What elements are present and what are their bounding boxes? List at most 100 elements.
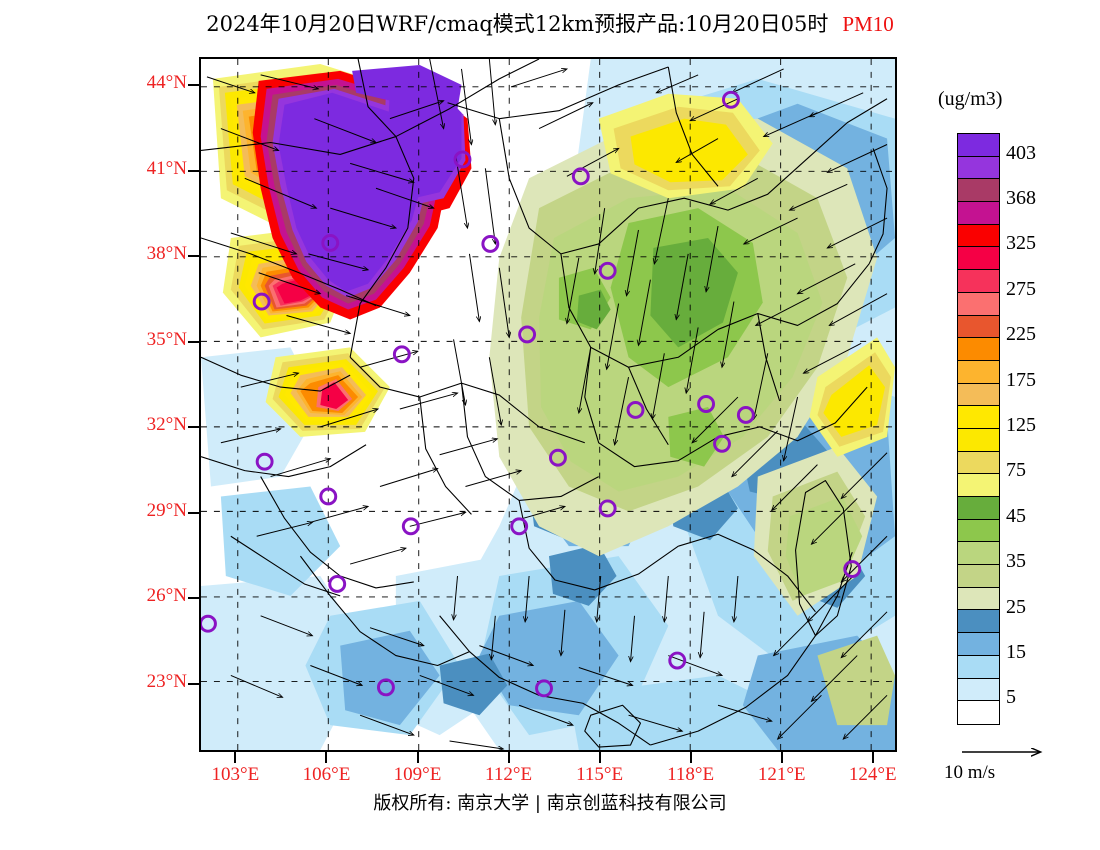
colorbar-swatch (958, 224, 999, 248)
city-marker[interactable] (201, 614, 217, 633)
page-title: 2024年10月20日WRF/cmaq模式12km预报产品:10月20日05时 P… (0, 8, 1100, 38)
city-marker[interactable] (510, 517, 529, 536)
lat-tick-label-23°N: 23°N (146, 670, 187, 692)
colorbar-swatch (958, 270, 999, 293)
city-marker[interactable] (626, 401, 645, 419)
peak-concentration-core (278, 64, 462, 292)
colorbar-swatch (958, 497, 999, 520)
colorbar-swatch (958, 678, 999, 702)
lat-tick-label-32°N: 32°N (146, 414, 187, 436)
lon-tick-mark (598, 752, 601, 763)
city-marker[interactable] (481, 234, 500, 253)
colorbar-swatch (958, 587, 999, 611)
lon-tick-mark (234, 752, 237, 763)
city-marker[interactable] (518, 325, 537, 344)
lat-tick-label-38°N: 38°N (146, 243, 187, 265)
city-marker[interactable] (321, 233, 340, 252)
wind-scale-legend: 10 m/s (944, 740, 1088, 790)
colorbar-swatch (958, 292, 999, 316)
colorbar-label-45: 45 (1006, 504, 1026, 527)
city-marker[interactable] (376, 678, 395, 697)
colorbar-label-75: 75 (1006, 459, 1026, 482)
city-marker[interactable] (535, 679, 553, 698)
lat-tick-mark (188, 426, 199, 429)
colorbar-swatch (958, 474, 999, 497)
city-marker[interactable] (401, 517, 420, 536)
colorbar-swatch (958, 315, 999, 339)
colorbar-label-403: 403 (1006, 141, 1036, 164)
lat-tick-label-44°N: 44°N (146, 72, 187, 94)
city-marker-group[interactable] (201, 90, 862, 698)
lat-tick-mark (188, 169, 199, 172)
lon-tick-mark (780, 752, 783, 763)
lat-tick-label-26°N: 26°N (146, 585, 187, 607)
colorbar-swatch (958, 451, 999, 475)
lat-tick-mark (188, 597, 199, 600)
colorbar-swatch (958, 406, 999, 429)
lon-tick-label-103°E: 103°E (211, 764, 260, 785)
lon-tick-mark (689, 752, 692, 763)
colorbar-swatch (958, 202, 999, 225)
lon-tick-mark (507, 752, 510, 763)
colorbar-swatch (958, 565, 999, 588)
city-marker[interactable] (697, 395, 716, 413)
city-marker[interactable] (328, 575, 347, 593)
lat-tick-mark (188, 255, 199, 258)
colorbar-swatch (958, 247, 999, 271)
city-marker[interactable] (252, 292, 271, 311)
lon-tick-mark (416, 752, 419, 763)
lat-tick-mark (188, 511, 199, 514)
colorbar-swatch (958, 610, 999, 634)
lon-tick-label-115°E: 115°E (576, 764, 624, 785)
colorbar-label-225: 225 (1006, 323, 1036, 346)
colorbar-label-175: 175 (1006, 368, 1036, 391)
colorbar-swatch (958, 655, 999, 679)
colorbar[interactable] (957, 133, 1000, 725)
lat-tick-label-41°N: 41°N (146, 157, 187, 179)
colorbar-swatch (958, 156, 999, 180)
city-marker[interactable] (548, 448, 567, 467)
lon-tick-label-106°E: 106°E (302, 764, 351, 785)
colorbar-label-5: 5 (1006, 686, 1016, 709)
city-marker[interactable] (713, 434, 731, 453)
city-marker[interactable] (736, 405, 755, 424)
city-marker[interactable] (453, 150, 472, 169)
title-main-text: 2024年10月20日WRF/cmaq模式12km预报产品:10月20日05时 (206, 12, 829, 36)
colorbar-swatch (958, 383, 999, 407)
copyright-footer: 版权所有: 南京大学 | 南京创蓝科技有限公司 (373, 793, 727, 814)
lat-tick-mark (188, 682, 199, 685)
lon-tick-label-124°E: 124°E (848, 764, 897, 785)
colorbar-unit-label: (ug/m3) (938, 88, 1003, 110)
city-marker[interactable] (721, 90, 740, 109)
map-plot-area[interactable] (199, 57, 897, 752)
city-marker[interactable] (571, 167, 590, 186)
pm10-concentration-map (201, 59, 895, 750)
wind-scale-label: 10 m/s (944, 762, 996, 783)
lat-tick-label-29°N: 29°N (146, 499, 187, 521)
city-marker[interactable] (255, 452, 274, 471)
city-marker[interactable] (598, 499, 617, 518)
colorbar-swatch (958, 519, 999, 543)
wind-scale-arrow-icon (962, 740, 1078, 764)
city-marker[interactable] (843, 560, 862, 578)
lat-tick-label-35°N: 35°N (146, 328, 187, 350)
colorbar-label-125: 125 (1006, 414, 1036, 436)
lat-tick-mark (188, 340, 199, 343)
city-marker[interactable] (668, 651, 687, 670)
city-marker[interactable] (598, 261, 617, 280)
title-species-text: PM10 (842, 12, 894, 36)
lon-tick-label-112°E: 112°E (485, 764, 533, 785)
colorbar-label-25: 25 (1006, 595, 1026, 618)
city-marker[interactable] (392, 345, 411, 364)
colorbar-swatch (958, 134, 999, 157)
colorbar-label-15: 15 (1006, 640, 1026, 663)
lon-tick-label-121°E: 121°E (757, 764, 806, 785)
city-marker[interactable] (319, 487, 338, 506)
lon-tick-label-109°E: 109°E (393, 764, 442, 785)
colorbar-swatch (958, 360, 999, 384)
lat-tick-mark (188, 84, 199, 87)
colorbar-swatch (958, 179, 999, 203)
colorbar-swatch (958, 428, 999, 452)
colorbar-swatch (958, 542, 999, 566)
colorbar-label-325: 325 (1006, 232, 1036, 255)
